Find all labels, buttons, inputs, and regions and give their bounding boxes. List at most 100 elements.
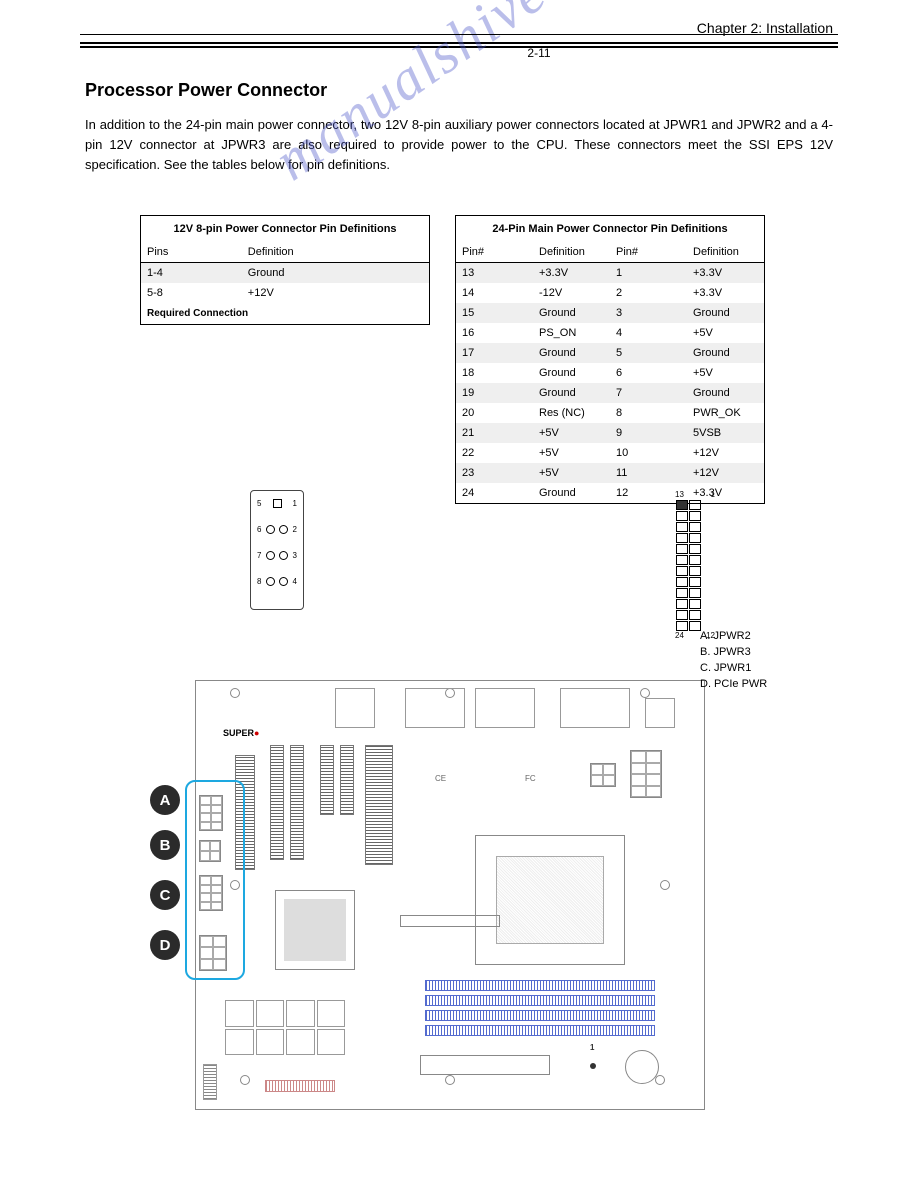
mount-hole <box>445 1075 455 1085</box>
cmos-battery <box>625 1050 659 1084</box>
pinout-8pin-diagram: 51 62 73 84 <box>250 490 304 610</box>
td: 9 <box>610 423 687 443</box>
td: 23 <box>456 463 533 483</box>
td: 5VSB <box>687 423 764 443</box>
table-caption: 24-Pin Main Power Connector Pin Definiti… <box>456 216 764 242</box>
legend-list: A. JPWR2 B. JPWR3 C. JPWR1 D. PCIe PWR <box>700 630 767 694</box>
td: 21 <box>456 423 533 443</box>
sata-block <box>225 1000 345 1055</box>
pin-square <box>273 499 282 508</box>
atx-8pin <box>630 750 662 798</box>
td: +5V <box>533 443 610 463</box>
td: +12V <box>242 283 429 303</box>
mount-hole <box>240 1075 250 1085</box>
td: Ground <box>687 383 764 403</box>
pin-label: 13 <box>675 490 684 499</box>
td: PS_ON <box>533 323 610 343</box>
io-port <box>405 688 465 728</box>
pci-header <box>365 745 393 865</box>
td: 15 <box>456 303 533 323</box>
td: 16 <box>456 323 533 343</box>
body-paragraph: In addition to the 24-pin main power con… <box>85 115 833 175</box>
pin-label: 3 <box>293 551 297 560</box>
marker-b: B <box>150 830 180 860</box>
table-caption: 12V 8-pin Power Connector Pin Definition… <box>141 216 429 242</box>
mount-hole <box>655 1075 665 1085</box>
legend-item: D. PCIe PWR <box>700 678 767 690</box>
io-port <box>475 688 535 728</box>
td: 13 <box>456 263 533 284</box>
pin-label: 5 <box>257 499 261 508</box>
marker-d: D <box>150 930 180 960</box>
pci-header <box>340 745 354 815</box>
front-header <box>265 1080 335 1092</box>
td: 22 <box>456 443 533 463</box>
th: Pin# <box>456 242 533 263</box>
td: +12V <box>687 463 764 483</box>
io-port <box>335 688 375 728</box>
td: +3.3V <box>687 283 764 303</box>
td: 2 <box>610 283 687 303</box>
fan-header <box>203 1064 217 1100</box>
pin-dot <box>279 577 288 586</box>
pin-label: 4 <box>293 577 297 586</box>
td: 5-8 <box>141 283 242 303</box>
motherboard-diagram: SUPER● CE FC <box>195 680 705 1110</box>
pin-dot <box>266 525 275 534</box>
pin-label: 1 <box>711 490 715 499</box>
td: +3.3V <box>533 263 610 284</box>
supermicro-logo: SUPER● <box>223 728 259 738</box>
td: Ground <box>533 383 610 403</box>
pin1-mark: 1 <box>590 1043 594 1052</box>
io-port <box>560 688 630 728</box>
pin-label: 1 <box>293 499 297 508</box>
th: Definition <box>242 242 429 263</box>
table-note: Required Connection <box>141 303 429 324</box>
legend-item: A. JPWR2 <box>700 630 767 642</box>
dimm-slot <box>425 995 655 1006</box>
td: +3.3V <box>687 263 764 284</box>
pin-label: 7 <box>257 551 261 560</box>
pin-dot <box>279 551 288 560</box>
pci-header <box>320 745 334 815</box>
pin-dot <box>266 577 275 586</box>
td: Res (NC) <box>533 403 610 423</box>
page-root: Chapter 2: Installation Processor Power … <box>0 0 918 90</box>
td: Ground <box>533 363 610 383</box>
td: 11 <box>610 463 687 483</box>
td: +5V <box>687 323 764 343</box>
td: 3 <box>610 303 687 323</box>
main-24pin <box>420 1055 550 1075</box>
pin-label: 8 <box>257 577 261 586</box>
pin-label: 6 <box>257 525 261 534</box>
td: Ground <box>533 343 610 363</box>
table-8pin: 12V 8-pin Power Connector Pin Definition… <box>140 215 430 325</box>
fcc-mark: FC <box>525 774 536 783</box>
td: 19 <box>456 383 533 403</box>
cpu-inner <box>496 856 604 944</box>
atx-4pin <box>590 763 616 787</box>
pch-chip <box>275 890 355 970</box>
td: 24 <box>456 483 533 503</box>
io-port <box>645 698 675 728</box>
td: +5V <box>533 463 610 483</box>
th: Definition <box>687 242 764 263</box>
m2-slot <box>400 915 500 927</box>
td: -12V <box>533 283 610 303</box>
td: 5 <box>610 343 687 363</box>
ce-mark: CE <box>435 774 446 783</box>
td: +12V <box>687 443 764 463</box>
dimm-slot <box>425 980 655 991</box>
table-24pin: 24-Pin Main Power Connector Pin Definiti… <box>455 215 765 504</box>
pch-inner <box>284 899 346 961</box>
pinout-24pin-diagram: 13 1 24 12 <box>675 490 715 640</box>
legend-item: C. JPWR1 <box>700 662 767 674</box>
pin-label: 24 <box>675 631 684 640</box>
td: 6 <box>610 363 687 383</box>
td: +5V <box>533 423 610 443</box>
dimm-slot <box>425 1025 655 1036</box>
highlight-rect <box>185 780 245 980</box>
td: Ground <box>242 263 429 284</box>
dot-marker <box>590 1063 596 1069</box>
mount-hole <box>230 688 240 698</box>
